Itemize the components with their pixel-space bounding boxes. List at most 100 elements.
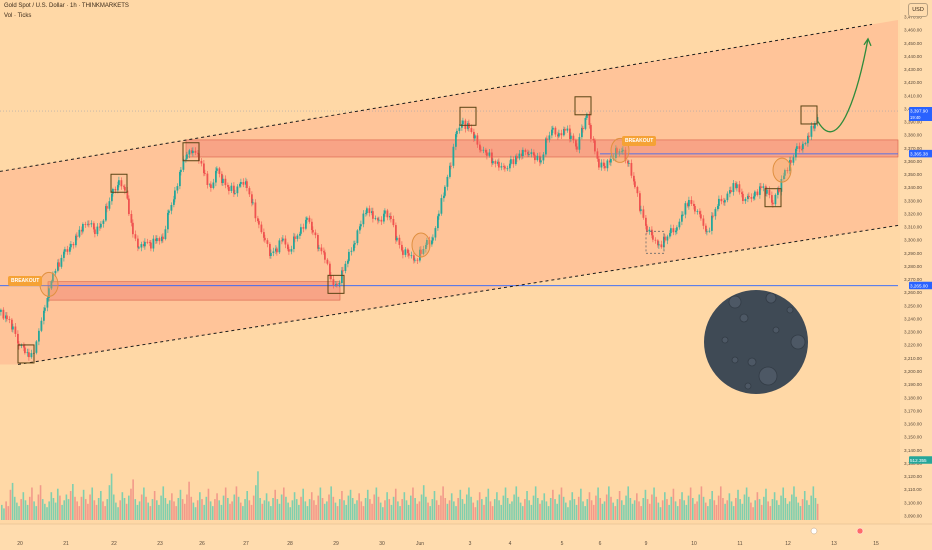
volume-bar bbox=[332, 496, 335, 520]
candle-body bbox=[762, 186, 765, 188]
candle-body bbox=[575, 140, 577, 147]
candle-body bbox=[414, 259, 416, 261]
volume-bar bbox=[560, 487, 563, 520]
candle-body bbox=[100, 223, 102, 228]
volume-bar bbox=[474, 507, 477, 520]
time-tick-label: 9 bbox=[645, 541, 648, 547]
price-marker bbox=[909, 107, 932, 121]
candle-body bbox=[228, 186, 230, 191]
candle-body bbox=[569, 128, 571, 139]
volume-bar bbox=[476, 500, 479, 520]
candle-body bbox=[168, 210, 170, 213]
candle-body bbox=[455, 134, 457, 147]
candle-body bbox=[784, 170, 786, 176]
volume-bar bbox=[304, 501, 307, 520]
candle-body bbox=[99, 226, 101, 228]
volume-bar bbox=[183, 503, 186, 520]
candle-body bbox=[143, 244, 145, 247]
volume-bar bbox=[267, 501, 270, 520]
volume-bar bbox=[317, 495, 320, 520]
candle-body bbox=[324, 252, 326, 260]
candle-body bbox=[588, 113, 591, 125]
volume-bar bbox=[806, 500, 808, 520]
candle-body bbox=[687, 203, 689, 207]
candle-body bbox=[742, 193, 744, 201]
candle-body bbox=[584, 118, 587, 129]
candle-body bbox=[479, 144, 481, 150]
volume-bar bbox=[3, 508, 5, 520]
selection-box bbox=[645, 230, 665, 254]
volume-bar bbox=[784, 498, 787, 520]
candle-body bbox=[338, 283, 341, 285]
volume-bar bbox=[151, 499, 154, 520]
candle-body bbox=[527, 152, 529, 155]
volume-bar bbox=[498, 500, 500, 520]
candle-body bbox=[374, 218, 377, 219]
volume-bar bbox=[22, 492, 25, 520]
volume-bar bbox=[349, 489, 352, 520]
candle-body bbox=[615, 148, 617, 158]
volume-bar bbox=[242, 506, 244, 520]
candle-body bbox=[70, 244, 72, 248]
candle-body bbox=[48, 288, 50, 298]
highlight-circle bbox=[411, 232, 431, 258]
volume-bar bbox=[726, 500, 729, 520]
candle-body bbox=[156, 238, 158, 242]
candle-body bbox=[251, 194, 253, 204]
candle-body bbox=[270, 252, 272, 256]
candle-body bbox=[443, 195, 445, 199]
volume-bar bbox=[661, 500, 664, 520]
currency-button[interactable]: USD bbox=[908, 3, 928, 17]
candle-body bbox=[87, 223, 89, 225]
volume-bar bbox=[276, 499, 279, 520]
volume-bar bbox=[405, 500, 408, 520]
volume-bar bbox=[93, 500, 96, 520]
candle-body bbox=[278, 240, 281, 253]
arrow-head bbox=[863, 37, 872, 47]
volume-bar bbox=[554, 499, 556, 520]
volume-bar bbox=[719, 486, 722, 520]
candle-body bbox=[760, 186, 762, 188]
candle-body bbox=[260, 224, 263, 233]
candle-body bbox=[434, 228, 437, 238]
price-tick-label: 3,110.00 bbox=[904, 487, 922, 492]
candle-body bbox=[366, 208, 368, 214]
volume-bar bbox=[569, 500, 571, 520]
candle-body bbox=[236, 186, 239, 194]
candle-body bbox=[2, 309, 5, 319]
volume-bar bbox=[412, 487, 414, 520]
volume-bar bbox=[429, 506, 431, 520]
volume-bar bbox=[791, 494, 793, 520]
volume-bar bbox=[54, 502, 57, 520]
volume-bar bbox=[756, 492, 759, 520]
volume-bar bbox=[786, 503, 789, 520]
candle-body bbox=[353, 244, 355, 251]
candle-body bbox=[258, 220, 260, 225]
volume-bar bbox=[362, 506, 365, 520]
volume-bar bbox=[308, 499, 311, 520]
candle-body bbox=[362, 213, 365, 225]
volume-bar bbox=[209, 501, 212, 520]
volume-bar bbox=[549, 498, 552, 520]
price-tick-label: 3,430.00 bbox=[904, 67, 922, 72]
candle-body bbox=[152, 238, 155, 249]
candle-body bbox=[810, 125, 813, 137]
candle-body bbox=[500, 166, 503, 168]
candle-body bbox=[246, 181, 248, 188]
volume-bar bbox=[679, 499, 681, 520]
breakout-badge-mid: BREAKOUT bbox=[622, 136, 657, 146]
volume-bar bbox=[644, 489, 647, 520]
candle-body bbox=[158, 238, 161, 242]
candle-body bbox=[467, 123, 469, 129]
candle-body bbox=[462, 120, 464, 125]
candle-body bbox=[54, 270, 57, 274]
volume-bar bbox=[444, 498, 447, 520]
volume-bar bbox=[205, 496, 208, 520]
volume-bar bbox=[46, 507, 48, 520]
highlight-box bbox=[574, 96, 592, 116]
price-tick-label: 3,210.00 bbox=[904, 356, 922, 361]
candle-body bbox=[66, 249, 69, 252]
volume-bar bbox=[672, 488, 675, 520]
candle-body bbox=[639, 193, 641, 211]
